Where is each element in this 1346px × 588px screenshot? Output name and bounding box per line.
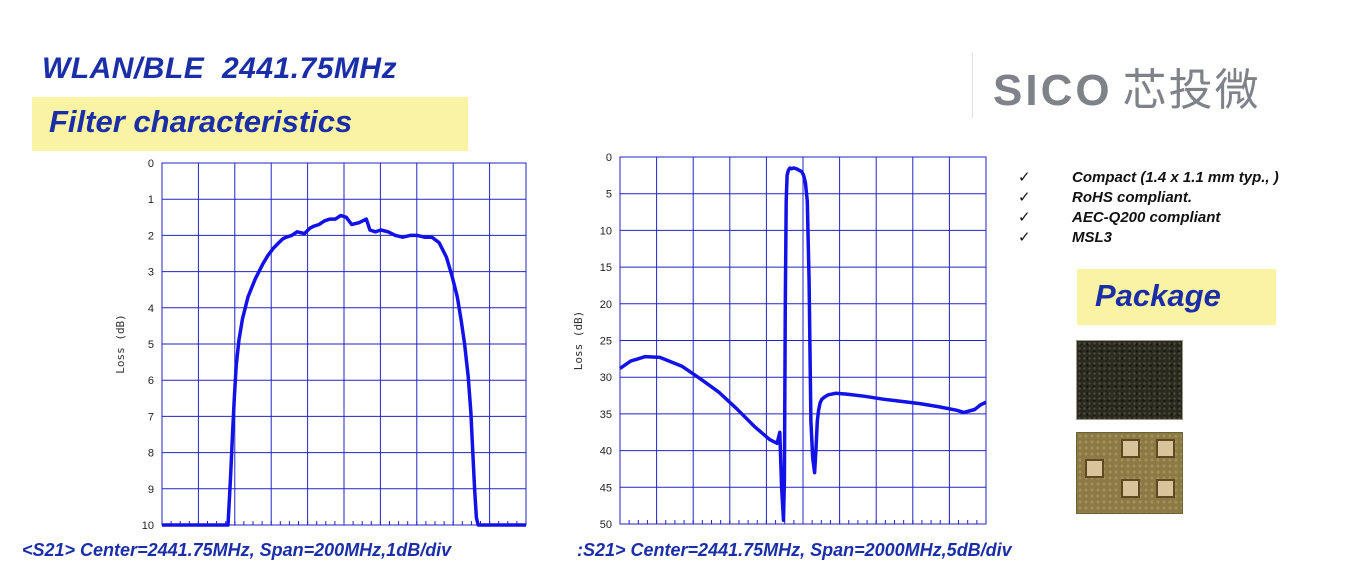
y-tick-label: 30 [600,372,612,384]
y-tick-label: 0 [148,158,154,170]
y-tick-label: 2 [148,230,154,242]
logo-cjk-name: 芯投微 [1122,66,1261,115]
solder-pad [1085,459,1104,478]
y-tick-label: 8 [148,448,154,460]
feature-item: ✓ Compact (1.4 x 1.1 mm typ., ) [1018,168,1279,188]
y-tick-label: 10 [600,225,612,237]
company-logo: SICO 芯投微 [993,54,1261,118]
y-tick-label: 6 [148,375,154,387]
feature-item: ✓ MSL3 [1018,228,1279,248]
y-tick-label: 50 [600,519,612,531]
s21-narrow-span-chart: 0 1 2 3 4 5 6 7 8 9 10 Loss (dB) [100,150,540,535]
y-tick-label: 3 [148,267,154,279]
subtitle-highlight [32,97,468,151]
logo-divider [972,52,973,118]
checkmark-icon: ✓ [1018,209,1031,226]
feature-text: Compact (1.4 x 1.1 mm typ., ) [1072,169,1279,186]
logo-wordmark: SICO [993,66,1113,115]
checkmark-icon: ✓ [1018,189,1031,206]
checkmark-icon: ✓ [1018,229,1031,246]
chart-canvas-wide: 0 5 10 15 20 25 30 35 40 45 50 Loss (dB) [572,152,987,531]
y-tick-label: 15 [600,262,612,274]
y-axis-label: Loss (dB) [572,311,585,371]
y-tick-label: 35 [600,409,612,421]
trace-line [162,213,526,527]
package-top-view-image [1076,340,1183,420]
section-subtitle: Filter characteristics [49,104,353,139]
solder-pad [1121,479,1140,498]
y-tick-label: 4 [148,303,154,315]
y-tick-label: 1 [148,194,154,206]
feature-text: AEC-Q200 compliant [1072,209,1221,226]
solder-pad [1156,439,1175,458]
page-title: WLAN/BLE 2441.75MHz [42,52,398,85]
feature-list: ✓ Compact (1.4 x 1.1 mm typ., ) ✓ RoHS com… [1018,168,1279,248]
feature-text: MSL3 [1072,229,1113,246]
s21-wide-span-chart: 0 5 10 15 20 25 30 35 40 45 50 Loss (dB) [562,146,998,535]
y-tick-label: 5 [148,339,154,351]
solder-pad [1121,439,1140,458]
y-tick-label: 7 [148,411,154,423]
y-tick-label: 5 [606,189,612,201]
chart-canvas-narrow: 0 1 2 3 4 5 6 7 8 9 10 Loss (dB) [114,158,527,532]
y-tick-label: 40 [600,446,612,458]
package-bottom-view-image [1076,432,1183,514]
y-tick-label: 25 [600,336,612,348]
chart-caption-wide: :S21> Center=2441.75MHz, Span=2000MHz,5d… [577,540,1012,560]
y-tick-label: 10 [142,520,154,532]
solder-pad [1156,479,1175,498]
y-tick-label: 0 [606,152,612,164]
y-tick-label: 20 [600,299,612,311]
y-axis-label: Loss (dB) [114,314,127,374]
checkmark-icon: ✓ [1018,169,1031,186]
chart-caption-narrow: <S21> Center=2441.75MHz, Span=200MHz,1dB… [22,540,452,560]
package-heading: Package [1095,278,1221,313]
y-tick-label: 9 [148,484,154,496]
y-tick-label: 45 [600,482,612,494]
package-highlight [1077,269,1276,325]
trace-line [619,166,987,523]
feature-item: ✓ RoHS compliant. [1018,188,1279,208]
feature-item: ✓ AEC-Q200 compliant [1018,208,1279,228]
feature-text: RoHS compliant. [1072,189,1193,206]
